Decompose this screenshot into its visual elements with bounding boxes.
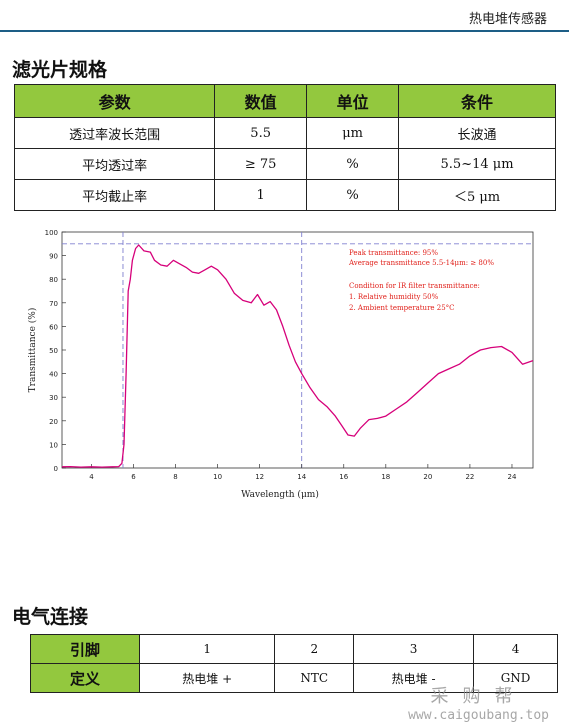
- table-cell: ≥ 75: [214, 148, 308, 180]
- pin-table: 引脚 1 2 3 4 定义 热电堆 + NTC 热电堆 - GND: [30, 634, 558, 693]
- chart-annotation: Peak transmittance: 95%: [349, 249, 438, 257]
- table-cell: 5.5: [214, 117, 308, 149]
- table-cell: 平均透过率: [13, 148, 216, 180]
- column-header: 单位: [306, 84, 400, 118]
- chart-annotation: 2. Ambient temperature 25°C: [349, 304, 455, 312]
- chart-annotation: Average transmittance 5.5-14μm: ≥ 80%: [348, 259, 494, 267]
- pin-number: 4: [473, 634, 558, 664]
- x-tick-label: 8: [173, 473, 177, 481]
- pin-number: 1: [138, 634, 276, 664]
- x-tick-label: 22: [465, 473, 474, 481]
- table-cell: ＜5 μm: [398, 179, 556, 211]
- y-axis-label: Transmittance (%): [27, 308, 38, 393]
- pin-row: 引脚 1 2 3 4: [30, 634, 558, 664]
- x-tick-label: 12: [255, 473, 264, 481]
- y-tick-label: 60: [49, 323, 58, 331]
- header-divider: [0, 30, 569, 32]
- table-cell: 长波通: [398, 117, 556, 149]
- pin-number: 2: [274, 634, 355, 664]
- transmittance-chart: 0 10 20 30 40 50 60 70 80 90 100 4 6 8 10 12 14 16 18 20 22…: [27, 229, 534, 500]
- column-header: 参数: [13, 84, 216, 118]
- y-tick-label: 90: [49, 253, 58, 261]
- table-cell: 平均截止率: [13, 179, 216, 211]
- table-row: 透过率波长范围 5.5 μm 长波通: [13, 117, 556, 149]
- table-cell: 5.5~14 μm: [398, 148, 556, 180]
- x-tick-label: 14: [297, 473, 306, 481]
- y-tick-label: 0: [54, 465, 58, 473]
- filter-spec-table: 参数 数值 单位 条件 透过率波长范围 5.5 μm 长波通 平均透过率 ≥ 7…: [13, 84, 556, 211]
- table-row: 平均截止率 1 % ＜5 μm: [13, 179, 556, 211]
- table-cell: μm: [306, 117, 400, 149]
- plot-frame: [61, 231, 534, 469]
- pin-definition: NTC: [274, 663, 355, 693]
- definition-row: 定义 热电堆 + NTC 热电堆 - GND: [30, 663, 558, 693]
- pin-definition: 热电堆 +: [138, 663, 276, 693]
- y-tick-label: 40: [49, 371, 58, 379]
- pin-number: 3: [353, 634, 475, 664]
- chart-annotation: Condition for IR filter transmittance:: [349, 282, 480, 290]
- y-tick-label: 100: [45, 229, 58, 237]
- table-header-row: 参数 数值 单位 条件: [13, 84, 556, 118]
- x-axis-label: Wavelength (μm): [241, 489, 319, 500]
- y-tick-label: 80: [49, 276, 58, 284]
- table-cell: %: [306, 179, 400, 211]
- watermark: 采购帮 www.caigoubang.top: [408, 682, 549, 723]
- x-tick-label: 16: [339, 473, 348, 481]
- connection-section-title: 电气连接: [12, 606, 89, 628]
- chart-annotation: 1. Relative humidity 50%: [349, 293, 439, 301]
- pin-definition: 热电堆 -: [353, 663, 475, 693]
- table-row: 平均透过率 ≥ 75 % 5.5~14 μm: [13, 148, 556, 180]
- column-header: 数值: [214, 84, 308, 118]
- watermark-cn: 采购帮: [430, 686, 527, 707]
- y-tick-label: 70: [49, 300, 58, 308]
- watermark-url: www.caigoubang.top: [408, 708, 549, 723]
- pin-definition: GND: [473, 663, 558, 693]
- table-cell: %: [306, 148, 400, 180]
- x-tick-label: 20: [423, 473, 432, 481]
- x-tick-label: 10: [213, 473, 222, 481]
- y-tick-label: 30: [49, 394, 58, 402]
- definition-label: 定义: [30, 663, 140, 693]
- x-tick-label: 24: [508, 473, 517, 481]
- header-title: 热电堆传感器: [468, 12, 547, 27]
- transmittance-series-line: [61, 244, 534, 468]
- pin-label: 引脚: [30, 634, 140, 664]
- table-cell: 透过率波长范围: [13, 117, 216, 149]
- x-tick-label: 18: [381, 473, 390, 481]
- y-tick-label: 50: [49, 347, 58, 355]
- x-tick-label: 6: [131, 473, 136, 481]
- x-tick-label: 4: [89, 473, 94, 481]
- table-cell: 1: [214, 179, 308, 211]
- y-tick-label: 20: [49, 418, 58, 426]
- column-header: 条件: [398, 84, 556, 118]
- filter-section-title: 滤光片规格: [12, 59, 108, 81]
- y-tick-label: 10: [49, 441, 58, 449]
